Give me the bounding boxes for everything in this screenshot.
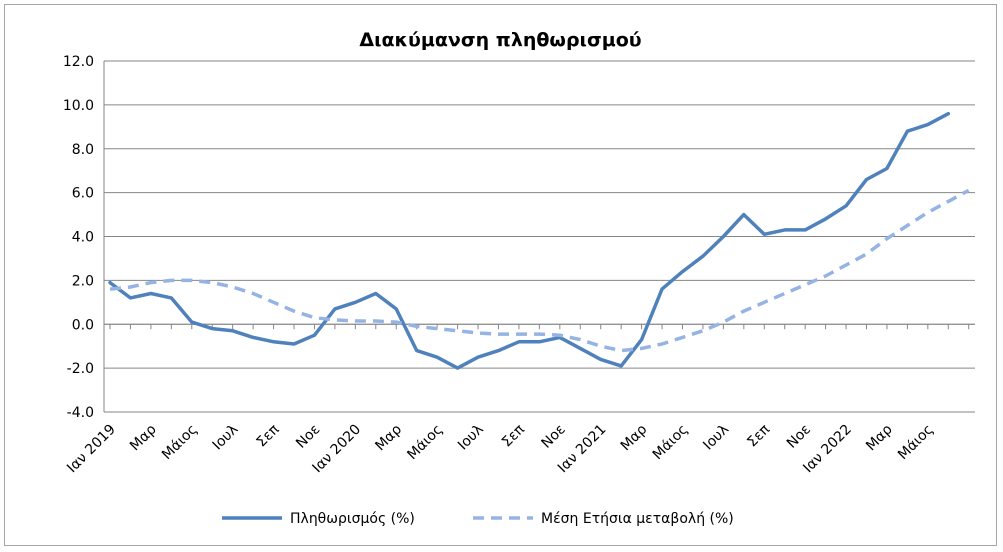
x-tick-label: Σεπ [499, 421, 528, 450]
legend-label: Πληθωρισμός (%) [290, 511, 415, 527]
x-tick-label: Ιουλ [210, 422, 242, 454]
x-tick-label: Ιαν 2019 [64, 422, 119, 477]
grid-lines [104, 60, 975, 413]
y-tick-label: 12.0 [63, 54, 94, 70]
x-tick-label: Ιουλ [455, 422, 487, 454]
x-tick-label: Μαρ [372, 421, 405, 454]
series-line-inflation [108, 111, 951, 370]
x-tick-label: Σεπ [254, 421, 283, 450]
x-tick-label: Μάιος [650, 422, 692, 464]
y-tick-label: 2.0 [72, 273, 94, 289]
x-tick-label: Μαρ [127, 421, 160, 454]
x-tick-label: Μαρ [863, 421, 896, 454]
y-tick-label: 6.0 [72, 186, 94, 202]
y-tick-label: 0.0 [72, 317, 94, 333]
x-tick-label: Μάιος [404, 422, 446, 464]
x-tick-label: Μαρ [618, 421, 651, 454]
y-axis: 12.0 10.0 8.0 6.0 4.0 2.0 0.0 -2.0 -4.0 [63, 54, 105, 421]
y-tick-label: 8.0 [72, 142, 94, 158]
x-tick-label: Νοε [539, 422, 569, 452]
y-tick-label: -4.0 [67, 405, 94, 421]
plot-area [108, 111, 970, 370]
x-tick-label: Νοε [784, 422, 814, 452]
series-line-annual-average [109, 188, 970, 353]
chart-title: Διακύμανση πληθωρισμού [359, 29, 642, 51]
y-tick-label: 10.0 [63, 98, 94, 114]
x-tick-label: Ιουλ [700, 422, 732, 454]
legend: Πληθωρισμός (%) Μέση Ετήσια μεταβολή (%) [222, 511, 734, 527]
y-tick-label: -2.0 [67, 361, 94, 377]
x-tick-label: Σεπ [744, 421, 773, 450]
x-tick-label: Νοε [293, 422, 323, 452]
x-tick-label: Μάιος [159, 422, 201, 464]
legend-label: Μέση Ετήσια μεταβολή (%) [541, 511, 734, 527]
x-tick-label: Μάιος [895, 422, 937, 464]
chart-frame: Διακύμανση πληθωρισμού [4, 4, 997, 546]
y-tick-label: 4.0 [72, 230, 94, 246]
